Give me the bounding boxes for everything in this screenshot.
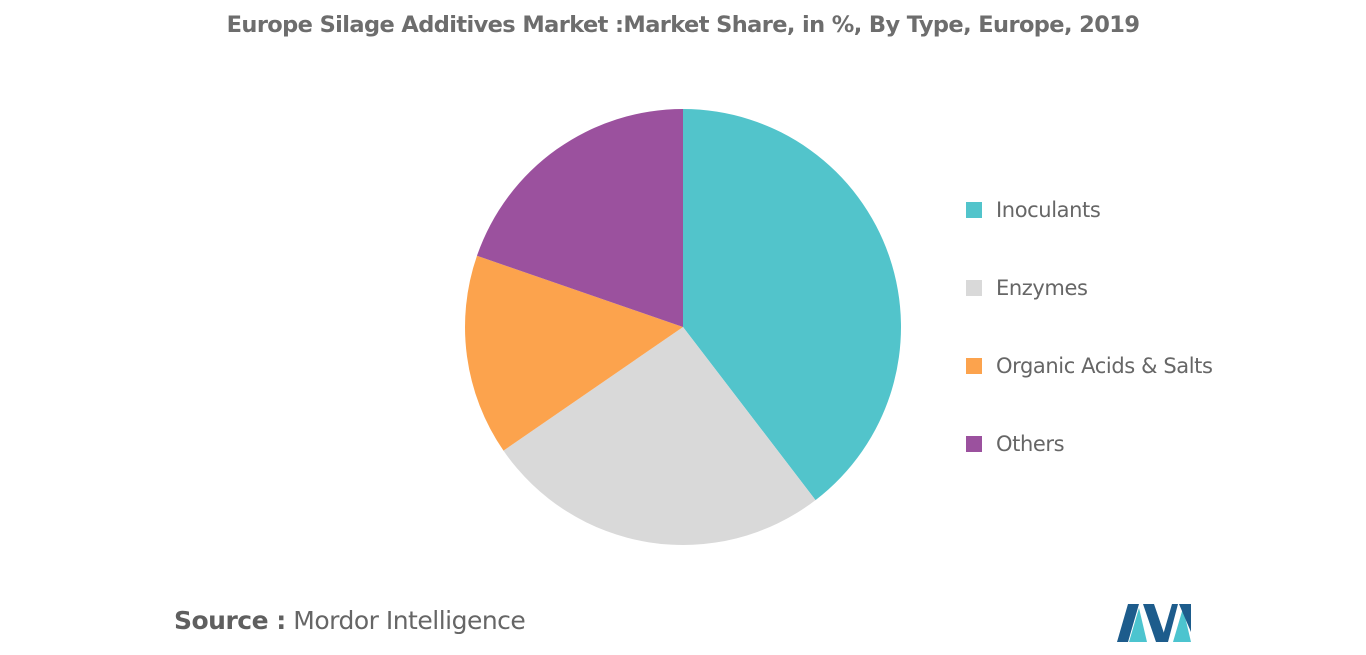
source-label: Source : [174, 606, 286, 635]
legend-swatch [966, 436, 982, 452]
legend-label: Enzymes [996, 276, 1088, 300]
source-note: Source : Mordor Intelligence [174, 606, 526, 635]
legend-label: Others [996, 432, 1065, 456]
pie-slice-inoculants [683, 109, 902, 501]
pie-slice-organic-acids-salts [465, 255, 683, 451]
legend-swatch [966, 280, 982, 296]
legend-swatch [966, 358, 982, 374]
legend-swatch [966, 202, 982, 218]
chart-title: Europe Silage Additives Market :Market S… [226, 12, 1140, 38]
pie-slice-enzymes [503, 327, 816, 545]
pie-slices [465, 109, 902, 545]
source-text: Mordor Intelligence [293, 606, 526, 635]
legend-label: Organic Acids & Salts [996, 354, 1213, 378]
legend-label: Inoculants [996, 198, 1101, 222]
mordor-intelligence-logo [1117, 604, 1191, 642]
pie-slice-others [476, 109, 683, 327]
